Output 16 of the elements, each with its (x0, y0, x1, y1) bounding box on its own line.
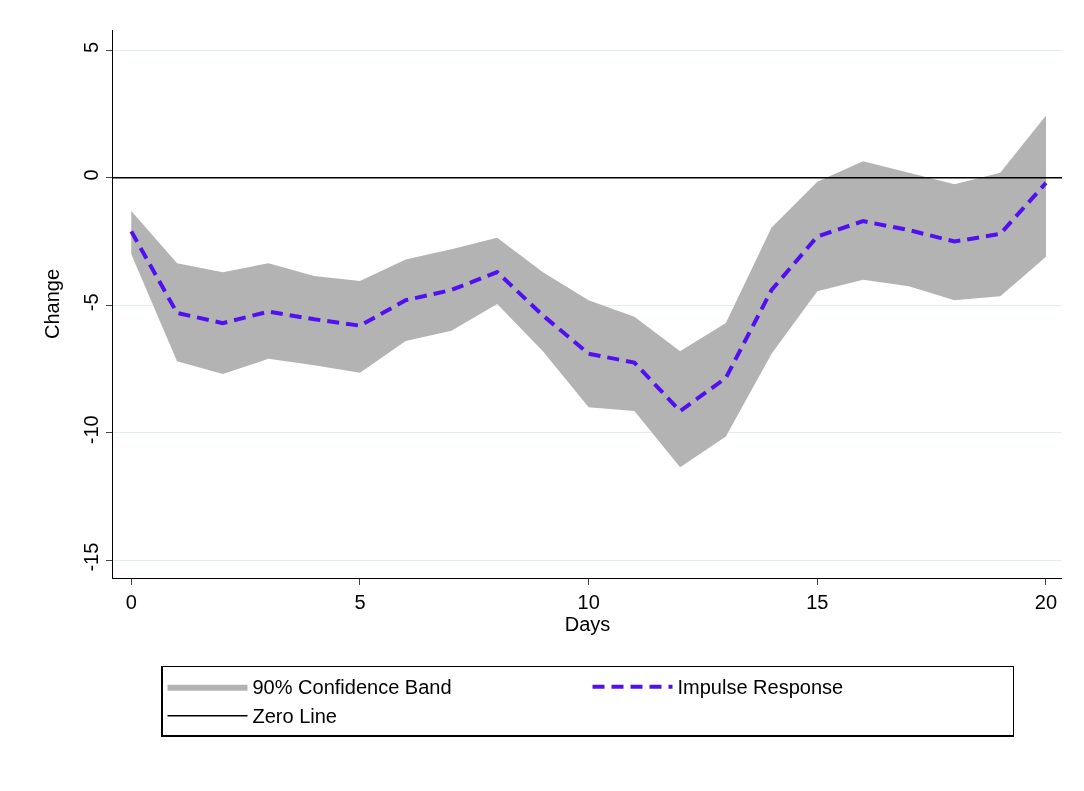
y-tick-label: -5 (80, 293, 102, 312)
x-tick-label: 5 (354, 591, 366, 613)
x-axis-title: Days (564, 613, 611, 635)
y-tick-label: 0 (80, 169, 102, 181)
y-tick-label: -10 (80, 415, 102, 445)
legend-label: Impulse Response (677, 676, 844, 699)
y-tick-label: 5 (80, 41, 102, 53)
legend-label: Zero Line (252, 705, 337, 728)
x-tick-label: 15 (806, 591, 829, 613)
line-series (129, 180, 1048, 414)
y-axis-title: Change (40, 268, 63, 340)
x-tick-label: 0 (125, 591, 137, 613)
y-tick-label: -15 (80, 542, 102, 572)
x-tick-label: 20 (1034, 591, 1058, 613)
legend-label: 90% Confidence Band (252, 676, 452, 699)
x-tick-label: 10 (577, 591, 600, 613)
